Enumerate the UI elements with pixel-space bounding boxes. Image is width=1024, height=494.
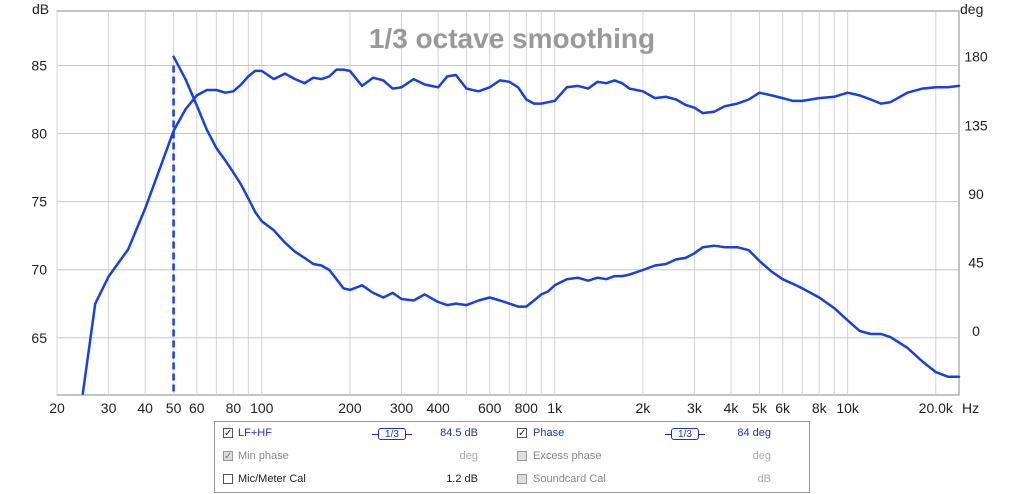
mic-meter-cal-checkbox[interactable] (223, 474, 233, 484)
x-tick-label: 60 (189, 400, 205, 416)
mic-meter-cal-label: Mic/Meter Cal (238, 473, 306, 485)
plot-area (56, 10, 960, 396)
soundcard-cal-label: Soundcard Cal (533, 473, 606, 485)
x-tick-label: 800 (515, 400, 539, 416)
y-tick-label-left: 75 (31, 194, 47, 210)
y-tick-label-left: 80 (31, 126, 47, 142)
lf-hf-value: 84.5 dB (440, 427, 478, 439)
lf-hf-smoothing-button[interactable]: 1/3 (372, 428, 412, 440)
phase-checkbox[interactable]: ✓ (517, 428, 527, 439)
legend-row-lf-hf: ✓ LF+HF 1/3 84.5 dB ✓ Phase 1/3 84 deg (215, 424, 809, 444)
x-tick-label: 6k (775, 400, 791, 416)
mic-meter-cal-value: 1.2 dB (446, 473, 478, 485)
y-axis-label-left: dB (32, 1, 49, 17)
chart-title: 1/3 octave smoothing (369, 23, 655, 54)
x-tick-label: 1k (547, 400, 563, 416)
grid-lines (56, 11, 959, 395)
x-tick-label: 3k (687, 400, 703, 416)
soundcard-cal-value: dB (757, 473, 771, 485)
x-tick-label: 4k (724, 400, 740, 416)
x-tick-label: 100 (250, 400, 274, 416)
x-axis-unit: Hz (962, 400, 979, 416)
y-tick-label-right: 45 (968, 254, 984, 270)
x-tick-label: 5k (752, 400, 768, 416)
lf-hf-spl-line (81, 68, 961, 395)
excess-phase-checkbox[interactable] (517, 451, 527, 461)
y-tick-label-left: 85 (31, 57, 47, 73)
x-tick-label: 600 (478, 400, 502, 416)
phase-label: Phase (533, 427, 565, 439)
min-phase-checkbox[interactable]: ✓ (223, 451, 233, 462)
x-tick-label: 300 (390, 400, 414, 416)
excess-phase-label: Excess phase (533, 450, 602, 462)
chart-marks (81, 55, 961, 395)
y-tick-label-left: 65 (31, 330, 47, 346)
phase-value: 84 deg (737, 427, 771, 439)
x-tick-label: 200 (338, 400, 362, 416)
y-axis-label-right: deg (960, 1, 983, 17)
x-tick-label: 2k (635, 400, 651, 416)
x-tick-label: 10k (836, 400, 860, 416)
legend-panel: ✓ LF+HF 1/3 84.5 dB ✓ Phase 1/3 84 deg ✓… (214, 421, 810, 493)
min-phase-value: deg (459, 450, 478, 462)
x-tick-label: 30 (101, 400, 117, 416)
y-tick-label-right: 180 (964, 49, 988, 65)
x-tick-label: 8k (812, 400, 828, 416)
x-tick-label: 20 (49, 400, 65, 416)
y-tick-label-right: 135 (964, 117, 988, 133)
excess-phase-value: deg (752, 450, 771, 462)
phase-smoothing-button[interactable]: 1/3 (665, 428, 705, 440)
soundcard-cal-checkbox[interactable] (517, 474, 527, 484)
x-tick-label: 400 (426, 400, 450, 416)
y-tick-label-right: 0 (972, 323, 980, 339)
y-tick-label-left: 70 (31, 262, 47, 278)
x-tick-label: 20.0k (919, 400, 954, 416)
frequency-response-chart: 20 30 40 50 60 80 100 200 300 400 600 800 1k 2k 3k 4k 5k… (31, 1, 987, 416)
legend-row-cal: Mic/Meter Cal 1.2 dB Soundcard Cal dB (215, 470, 809, 490)
x-tick-label: 40 (137, 400, 153, 416)
chart-labels: 20 30 40 50 60 80 100 200 300 400 600 800 1k 2k 3k 4k 5k… (31, 49, 987, 416)
y-tick-label-right: 90 (968, 186, 984, 202)
min-phase-label: Min phase (238, 450, 289, 462)
phase-line (172, 55, 961, 378)
x-tick-label: 80 (226, 400, 242, 416)
legend-row-min-phase: ✓ Min phase deg Excess phase deg (215, 447, 809, 467)
lf-hf-checkbox[interactable]: ✓ (223, 428, 233, 439)
x-tick-label: 50 (166, 400, 182, 416)
lf-hf-label: LF+HF (238, 427, 272, 439)
